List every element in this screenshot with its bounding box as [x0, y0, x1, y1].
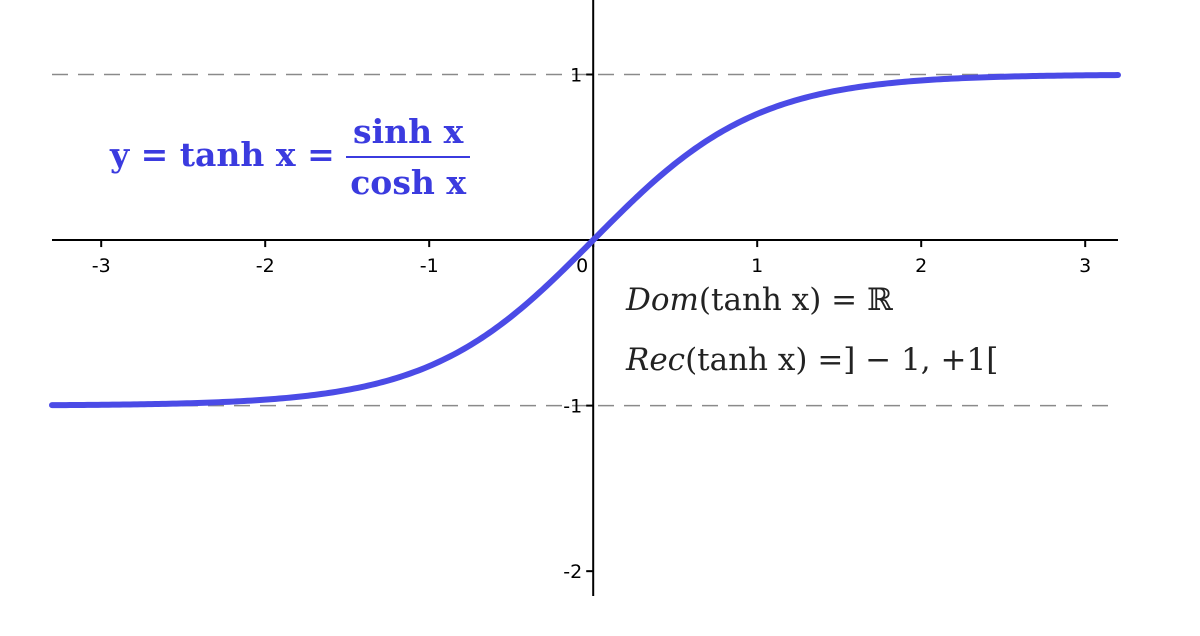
tanh-curve	[49, 72, 1121, 409]
axis-layer	[52, 0, 1118, 596]
x-tick-label: -2	[256, 255, 275, 277]
domain-arg: (tanh x)	[698, 282, 822, 318]
asymptote-layer	[52, 73, 1118, 407]
equation-denominator: cosh x	[350, 163, 467, 202]
y-tick-label: -2	[563, 561, 582, 583]
x-tick-label: 1	[751, 255, 763, 277]
equation-lhs: y = tanh x =	[110, 135, 347, 174]
x-tick-label: -1	[420, 255, 439, 277]
equation-fraction: sinh x cosh x	[346, 112, 471, 202]
x-tick-label: 2	[915, 255, 927, 277]
domain-func: Dom	[626, 282, 699, 318]
x-tick-label: -3	[92, 255, 111, 277]
y-tick-label: 1	[570, 65, 582, 87]
x-tick-label: 0	[576, 255, 588, 277]
range-arg: (tanh x)	[685, 342, 808, 378]
tick-layer: -3 -2 -1 0 1 2 3 1 -1 -2	[92, 65, 1092, 584]
range-annotation: Rec(tanh x) =] − 1, +1[	[626, 342, 998, 378]
domain-annotation: Dom(tanh x) = ℝ	[626, 282, 893, 318]
range-rest: =] − 1, +1[	[807, 342, 999, 378]
equation-numerator: sinh x	[346, 112, 471, 158]
domain-rest: = ℝ	[821, 282, 893, 318]
range-func: Rec	[626, 342, 686, 378]
x-tick-label: 3	[1079, 255, 1091, 277]
y-tick-label: -1	[563, 396, 582, 418]
equation-label: y = tanh x = sinh x cosh x	[110, 112, 471, 202]
